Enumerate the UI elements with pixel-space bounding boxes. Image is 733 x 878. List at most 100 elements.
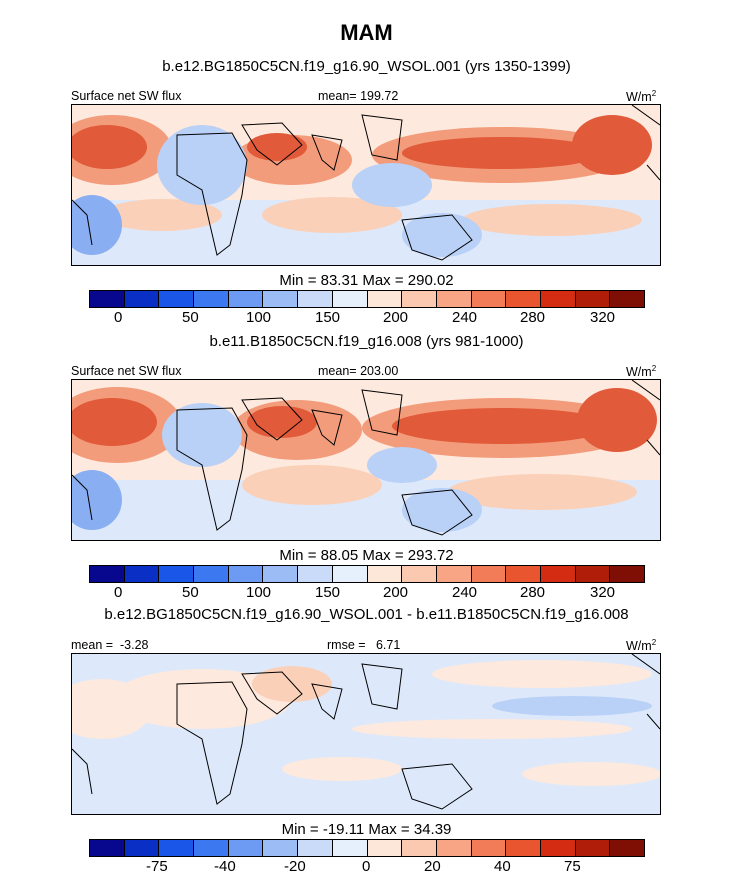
colorbar-segment <box>402 291 437 307</box>
panel3-coast-samerica <box>72 748 93 795</box>
colorbar-segment <box>124 566 160 582</box>
colorbar-segment <box>332 566 368 582</box>
panel2-units-exp: 2 <box>651 364 657 373</box>
colorbar-segment <box>298 840 333 856</box>
panel3-field-npac <box>432 660 652 688</box>
colorbar-segment <box>194 291 229 307</box>
colorbar-segment <box>159 291 195 307</box>
colorbar-segment <box>506 566 541 582</box>
panel2-coast-africa <box>176 407 248 531</box>
panel3-map <box>71 653 661 815</box>
panel1-coast-africa <box>176 132 248 256</box>
panel1-field-satl <box>102 199 222 231</box>
panel1-field-maritime <box>352 163 432 207</box>
panel1-field-samerica <box>72 195 122 255</box>
panel2-field-samerica <box>72 470 122 530</box>
panel1-field-atl-core <box>72 125 147 169</box>
colorbar-segment <box>263 840 299 856</box>
colorbar-segment <box>575 840 611 856</box>
panel2-field-pac-core <box>392 408 612 444</box>
panel2-field-spac <box>447 474 637 510</box>
panel3-units-base: W/m <box>626 639 652 654</box>
panel3-colorbar <box>89 839 645 857</box>
colorbar-segment <box>90 840 125 856</box>
panel3-map-field <box>72 654 660 814</box>
panel1-field-africa <box>157 125 247 205</box>
panel1-field-arabia-core <box>247 133 307 161</box>
panel3-colorbar-tick: 75 <box>564 858 581 875</box>
panel2-coast-samerica <box>72 474 93 521</box>
panel3-field-arabia <box>252 666 332 702</box>
panel2-coast-seasia <box>361 389 403 436</box>
colorbar-segment <box>367 840 403 856</box>
panel3-subtitle: b.e12.BG1850C5CN.f19_g16.90_WSOL.001 - b… <box>104 606 629 623</box>
colorbar-segment <box>436 291 472 307</box>
panel2-coast-india <box>311 409 343 446</box>
panel3-coast-australia <box>401 763 473 810</box>
colorbar-segment <box>298 291 333 307</box>
panel2-variable-label: Surface net SW flux <box>71 364 182 378</box>
panel3-mean-value: -3.28 <box>120 638 149 652</box>
panel1-colorbar-tick: 200 <box>383 309 409 326</box>
panel1-colorbar-tick: 150 <box>315 309 341 326</box>
panel1-colorbar-tick: 240 <box>452 309 478 326</box>
panel3-units: W/m2 <box>626 638 656 653</box>
panel3-coast-arabia <box>241 671 303 715</box>
colorbar-segment <box>610 840 644 856</box>
panel2-map <box>71 379 661 541</box>
colorbar-segment <box>124 291 160 307</box>
panel3-field-sio <box>282 757 402 781</box>
colorbar-segment <box>367 566 403 582</box>
panel3-coast-africa <box>176 681 248 805</box>
panel2-field-arabia-core <box>247 406 317 438</box>
panel3-field-africa <box>112 669 292 729</box>
colorbar-segment <box>506 291 541 307</box>
panel1-field-spac <box>462 204 642 236</box>
panel1-coast-india <box>311 134 343 171</box>
colorbar-segment <box>610 291 644 307</box>
panel1-colorbar-tick: 100 <box>246 309 272 326</box>
colorbar-segment <box>471 291 507 307</box>
panel1-coast-arabia <box>241 122 303 166</box>
panel1-units: W/m2 <box>626 89 656 104</box>
colorbar-segment <box>332 291 368 307</box>
panel3-coast-americas <box>631 654 660 730</box>
panel2-field-epac <box>577 388 657 452</box>
panel1-map <box>71 104 661 266</box>
panel3-rmse-value: 6.71 <box>375 638 401 652</box>
panel1-units-exp: 2 <box>651 89 657 98</box>
panel2-colorbar-tick: 150 <box>315 584 341 601</box>
panel2-mean-label: mean= <box>318 364 357 378</box>
panel3-field-eq <box>352 719 632 739</box>
colorbar-segment <box>124 840 160 856</box>
colorbar-segment <box>540 840 576 856</box>
panel2-mean-value: 203.00 <box>360 364 399 378</box>
colorbar-segment <box>436 840 472 856</box>
panel2-units-base: W/m <box>626 365 652 380</box>
colorbar-segment <box>610 566 644 582</box>
panel1-mean-stat: mean= 199.72 <box>318 89 398 103</box>
panel1-colorbar-tick: 0 <box>114 309 123 326</box>
colorbar-segment <box>228 840 264 856</box>
panel1-coast-australia <box>401 214 473 261</box>
panel2-colorbar-tick: 100 <box>246 584 272 601</box>
panel1-coast-americas <box>631 105 660 181</box>
panel1-field-epac <box>572 115 652 175</box>
colorbar-segment <box>402 840 437 856</box>
colorbar-segment <box>540 566 576 582</box>
panel3-colorbar-tick: -20 <box>284 858 306 875</box>
colorbar-segment <box>471 840 507 856</box>
colorbar-segment <box>90 291 125 307</box>
panel1-variable-label: Surface net SW flux <box>71 89 182 103</box>
panel1-field-sio <box>262 197 402 233</box>
colorbar-segment <box>540 291 576 307</box>
panel3-colorbar-tick: -40 <box>214 858 236 875</box>
panel3-mean-stat: mean = -3.28 <box>71 638 149 652</box>
panel3-colorbar-tick: 40 <box>494 858 511 875</box>
panel2-field-atl-core <box>72 398 157 446</box>
colorbar-segment <box>402 566 437 582</box>
panel3-mean-label: mean = <box>71 638 114 652</box>
panel1-coast-samerica <box>72 199 93 246</box>
panel2-colorbar-tick: 320 <box>590 584 616 601</box>
colorbar-segment <box>436 566 472 582</box>
